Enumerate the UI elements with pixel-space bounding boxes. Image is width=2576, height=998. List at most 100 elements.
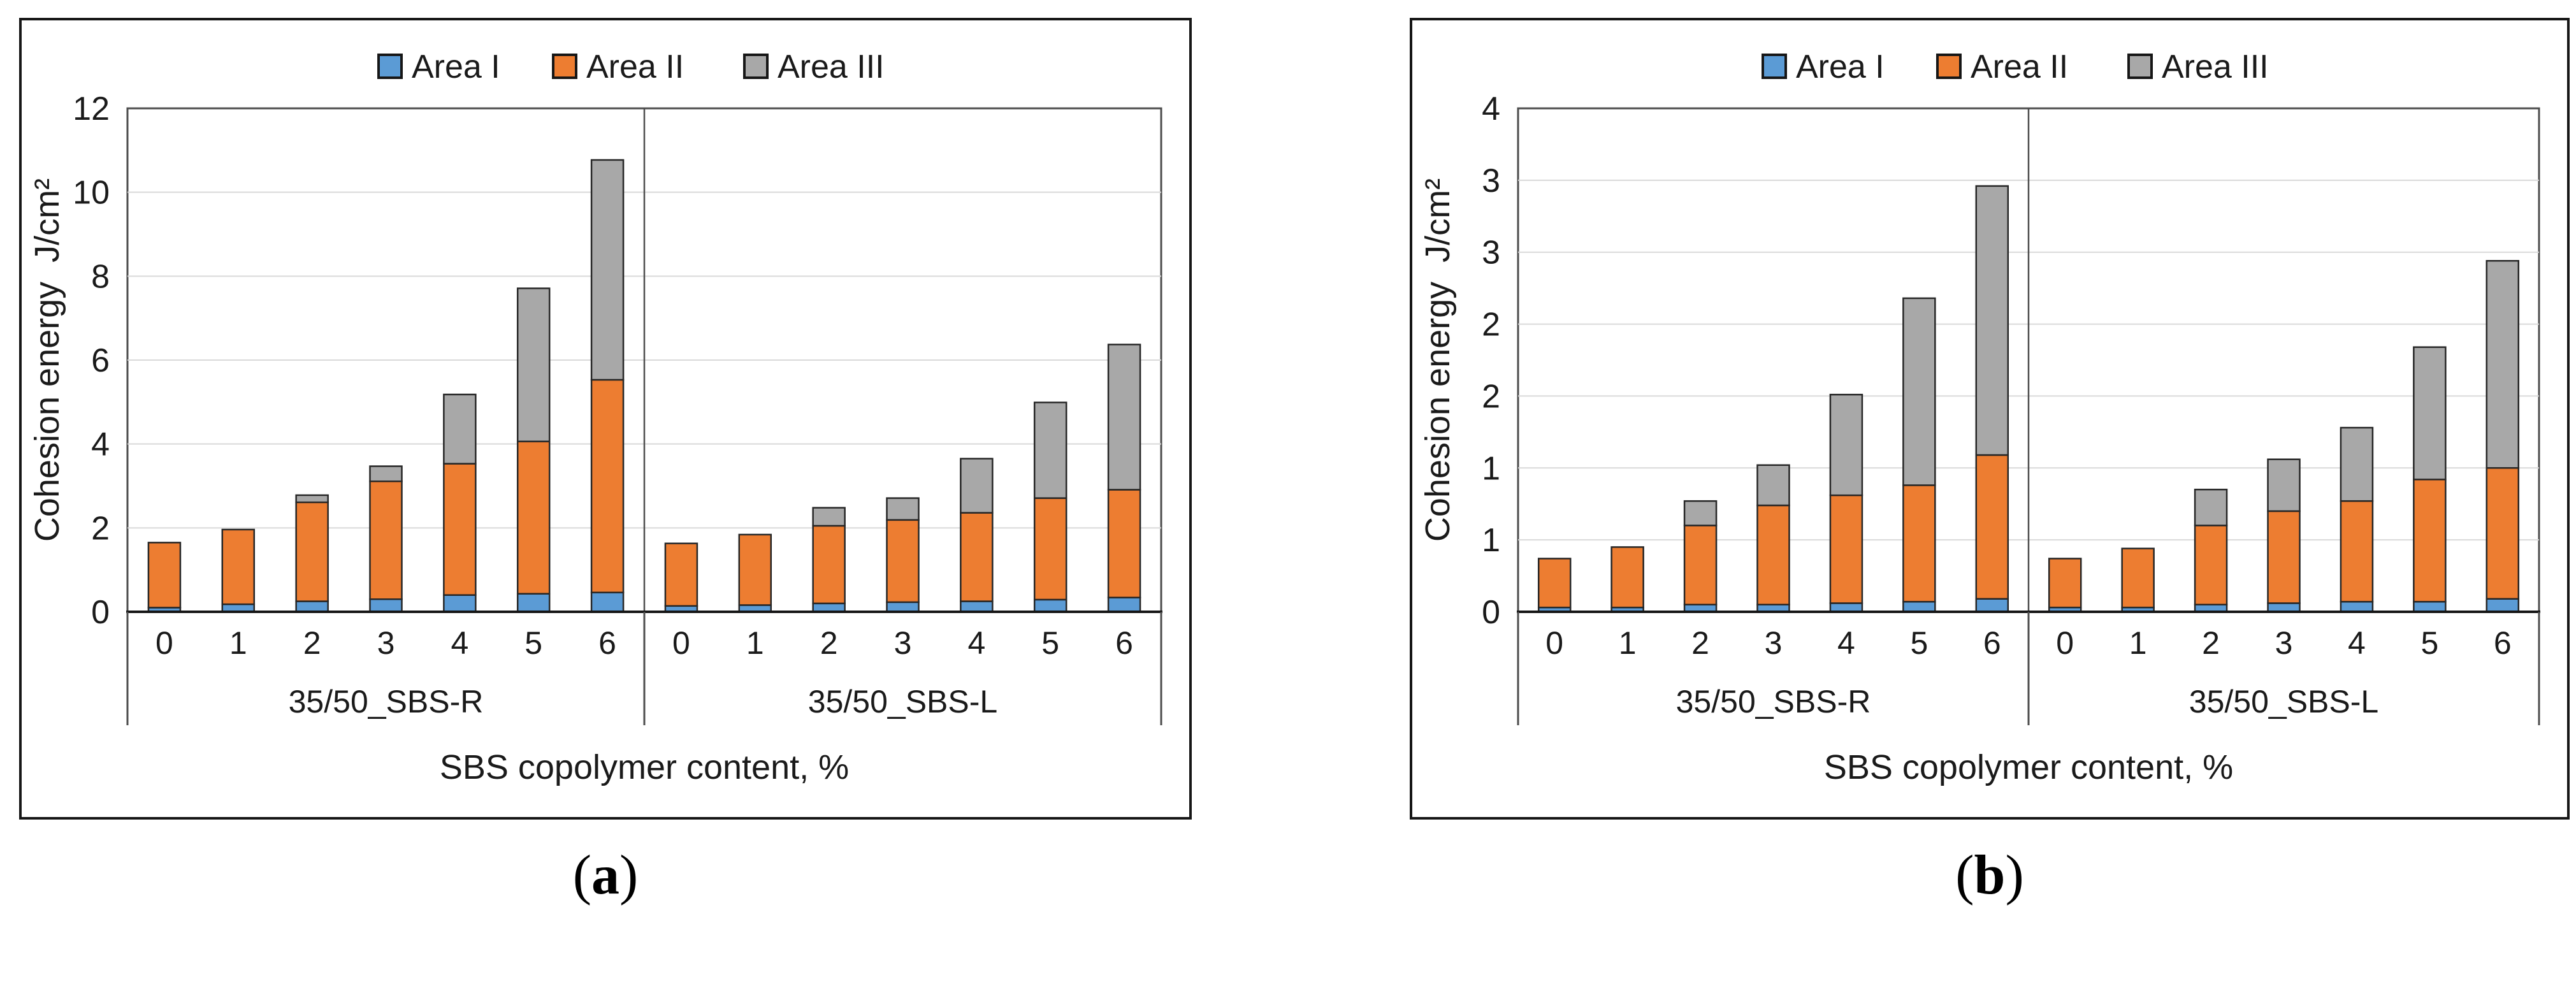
legend-label-area-i: Area I (1796, 48, 1885, 85)
bar-segment-35-50-sbs-r-3-area-i (369, 598, 403, 613)
bar-segment-35-50-sbs-r-0-area-ii (1537, 558, 1572, 609)
bar-segment-35-50-sbs-l-6-area-ii (1107, 489, 1141, 598)
x-tick-label: 5 (1910, 625, 1928, 661)
bar-segment-35-50-sbs-r-4-area-iii (1829, 393, 1863, 496)
bar-segment-35-50-sbs-l-4-area-ii (960, 512, 994, 602)
bar-segment-35-50-sbs-l-4-area-ii (2340, 500, 2374, 603)
caption-b-open: ( (1955, 844, 1974, 906)
x-axis-title: SBS copolymer content, % (1824, 748, 2233, 786)
y-tick-label: 0 (91, 594, 110, 631)
bar-segment-35-50-sbs-l-2-area-ii (812, 524, 846, 605)
bar-segment-35-50-sbs-l-4-area-i (960, 600, 994, 613)
x-tick-label: 6 (598, 625, 616, 661)
y-tick-label: 2 (1482, 307, 1500, 344)
bar-segment-35-50-sbs-l-5-area-iii (1033, 401, 1067, 499)
y-tick-label: 2 (91, 510, 110, 547)
legend-swatch-area-iii-icon (743, 54, 769, 79)
x-tick-label: 1 (229, 625, 247, 661)
bar-segment-35-50-sbs-r-5-area-ii (1902, 484, 1936, 603)
legend-swatch-area-ii-icon (1936, 54, 1962, 79)
legend-swatch-area-i-icon (1762, 54, 1787, 79)
x-tick-label: 4 (1837, 625, 1855, 661)
x-tick-label: 5 (525, 625, 542, 661)
x-tick-label: 3 (377, 625, 395, 661)
bar-segment-35-50-sbs-r-4-area-i (443, 594, 477, 613)
group-label-35-50-sbs-r: 35/50_SBS-R (289, 684, 484, 720)
bar-segment-35-50-sbs-r-6-area-iii (590, 159, 625, 381)
bar-segment-35-50-sbs-l-5-area-ii (2413, 479, 2447, 603)
bar-segment-35-50-sbs-l-0-area-ii (2048, 558, 2082, 609)
y-tick-label: 3 (1482, 235, 1500, 271)
y-tick-label: 10 (73, 175, 110, 212)
bar-segment-35-50-sbs-l-5-area-i (2413, 600, 2447, 613)
x-tick-label: 2 (2202, 625, 2220, 661)
bar-segment-35-50-sbs-r-6-area-ii (1975, 454, 2009, 600)
x-tick-label: 2 (820, 625, 838, 661)
legend-label-area-iii: Area III (2162, 48, 2269, 85)
bar-segment-35-50-sbs-l-4-area-iii (2340, 426, 2374, 502)
x-tick-label: 6 (2494, 625, 2512, 661)
bar-segment-35-50-sbs-l-3-area-ii (2267, 510, 2301, 604)
x-tick-label: 6 (1115, 625, 1133, 661)
legend-swatch-area-iii-icon (2127, 54, 2153, 79)
bar-segment-35-50-sbs-r-2-area-ii (295, 501, 329, 602)
caption-a-close: ) (619, 844, 639, 906)
x-tick-label: 3 (894, 625, 912, 661)
legend-item-area-iii: Area III (743, 48, 885, 85)
x-tick-label: 0 (672, 625, 690, 661)
group-label-35-50-sbs-l: 35/50_SBS-L (2189, 684, 2378, 720)
bar-segment-35-50-sbs-l-5-area-ii (1033, 497, 1067, 601)
group-label-35-50-sbs-l: 35/50_SBS-L (808, 684, 997, 720)
x-tick-label: 5 (2420, 625, 2438, 661)
bar-segment-35-50-sbs-r-5-area-i (1902, 600, 1936, 613)
legend-item-area-ii: Area II (552, 48, 684, 85)
bar-segment-35-50-sbs-l-6-area-i (2486, 598, 2520, 613)
figure-panel-a: 0 2 4 6 8 10 12 Cohesion energy J/cm² 0 1 2 3 4 5 6 0 1 2… (19, 18, 1192, 904)
legend-label-area-iii: Area III (778, 48, 885, 85)
bar-segment-35-50-sbs-r-3-area-ii (1756, 504, 1790, 605)
bar-segment-35-50-sbs-l-6-area-iii (2486, 260, 2520, 469)
bar-segment-35-50-sbs-r-4-area-i (1829, 602, 1863, 613)
bar-segment-35-50-sbs-r-2-area-iii (295, 494, 329, 503)
bar-segment-35-50-sbs-l-1-area-ii (2121, 547, 2155, 609)
bar-segment-35-50-sbs-l-3-area-iii (886, 497, 920, 521)
caption-b: (b) (1410, 848, 2570, 904)
legend: Area I Area II Area III (1762, 48, 2269, 85)
bar-segment-35-50-sbs-l-2-area-iii (2194, 488, 2228, 526)
bar-segment-35-50-sbs-l-5-area-iii (2413, 346, 2447, 481)
bar-segment-35-50-sbs-l-3-area-i (2267, 602, 2301, 613)
bar-segment-35-50-sbs-r-1-area-ii (1610, 546, 1644, 609)
y-tick-label: 1 (1482, 522, 1500, 559)
y-axis-title: Cohesion energy J/cm² (28, 178, 66, 542)
legend: Area I Area II Area III (377, 48, 885, 85)
bar-segment-35-50-sbs-r-3-area-ii (369, 481, 403, 600)
bar-segment-35-50-sbs-r-5-area-i (516, 593, 551, 613)
caption-a-open: ( (572, 844, 591, 906)
bar-segment-35-50-sbs-l-2-area-iii (812, 507, 846, 527)
bar-segment-35-50-sbs-r-4-area-ii (443, 463, 477, 596)
chart-canvas-b: 0 1 1 2 2 3 3 4 Cohesion energy J/cm² 0 1 2 3 4 5 6 0 1 2 3… (1419, 48, 2540, 786)
bar-segment-35-50-sbs-r-3-area-iii (369, 465, 403, 482)
chart-a: 0 2 4 6 8 10 12 Cohesion energy J/cm² 0 1 2 3 4 5 6 0 1 2… (19, 18, 1192, 820)
x-tick-label: 1 (2129, 625, 2147, 661)
x-tick-label: 1 (1619, 625, 1637, 661)
x-tick-label: 4 (967, 625, 985, 661)
group-label-35-50-sbs-r: 35/50_SBS-R (1676, 684, 1871, 720)
y-tick-label: 4 (1482, 90, 1500, 127)
bar-segment-35-50-sbs-l-6-area-ii (2486, 467, 2520, 600)
bar-segment-35-50-sbs-r-6-area-ii (590, 379, 625, 593)
y-tick-label: 4 (91, 426, 110, 463)
bar-segment-35-50-sbs-l-6-area-iii (1107, 344, 1141, 491)
bar-segment-35-50-sbs-r-6-area-i (590, 591, 625, 613)
bar-segment-35-50-sbs-r-4-area-ii (1829, 494, 1863, 604)
bar-segment-35-50-sbs-l-3-area-iii (2267, 458, 2301, 512)
bar-segment-35-50-sbs-r-3-area-iii (1756, 464, 1790, 507)
x-tick-label: 4 (2348, 625, 2366, 661)
legend-label-area-ii: Area II (586, 48, 684, 85)
y-tick-label: 0 (1482, 594, 1500, 631)
caption-a: (a) (19, 848, 1192, 904)
bar-segment-35-50-sbs-r-5-area-ii (516, 440, 551, 595)
x-tick-label: 2 (1691, 625, 1709, 661)
bar-segment-35-50-sbs-r-5-area-iii (1902, 297, 1936, 486)
